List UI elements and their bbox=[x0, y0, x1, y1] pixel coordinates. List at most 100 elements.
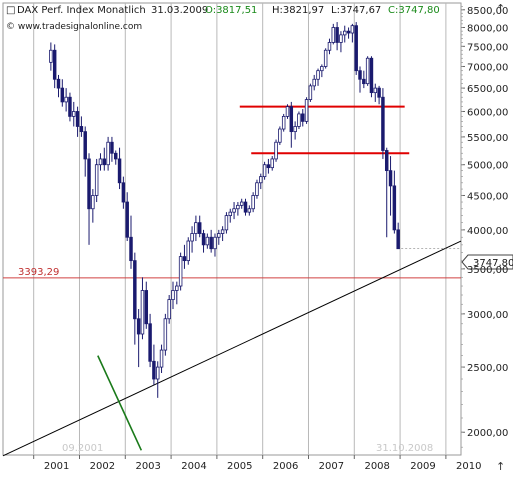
candle bbox=[217, 229, 221, 245]
candle-body bbox=[316, 70, 320, 80]
last-value-tag: 3747,80 bbox=[461, 254, 513, 270]
candle-body bbox=[232, 208, 236, 213]
level-label: 3393,29 bbox=[18, 267, 59, 278]
candle-body bbox=[121, 182, 126, 203]
candle bbox=[293, 121, 297, 140]
scroll-down-arrow-icon[interactable]: ↑ bbox=[496, 460, 505, 473]
candle bbox=[243, 198, 248, 216]
candle-body bbox=[102, 158, 107, 166]
candle-body bbox=[281, 115, 286, 130]
x-tick-label-2003: 2003 bbox=[135, 461, 160, 472]
candle bbox=[301, 109, 305, 127]
candle-body bbox=[163, 318, 168, 351]
candle bbox=[274, 139, 278, 162]
candle-body bbox=[301, 113, 305, 122]
candle bbox=[94, 158, 99, 203]
candle bbox=[87, 153, 91, 245]
y-tick-label-4000,00: 4000,00 bbox=[467, 226, 508, 237]
candle bbox=[49, 42, 53, 71]
candle bbox=[365, 56, 370, 86]
candle bbox=[60, 79, 65, 107]
candle bbox=[171, 281, 175, 310]
candle-body bbox=[182, 256, 187, 262]
x-tick-label-2002: 2002 bbox=[90, 461, 115, 472]
candle-body bbox=[239, 201, 244, 206]
x-tick-label-2001: 2001 bbox=[44, 461, 69, 472]
candle-body bbox=[262, 164, 267, 178]
candle-body bbox=[209, 236, 213, 250]
candle-body bbox=[129, 236, 133, 262]
candle bbox=[152, 344, 156, 386]
candle bbox=[236, 202, 240, 216]
candle-body bbox=[83, 131, 87, 160]
candle bbox=[220, 226, 225, 242]
candle-body bbox=[308, 85, 313, 100]
candle-body bbox=[140, 290, 145, 335]
chart-header: □ DAX Perf. Index Monatlich 31.03.2009 O… bbox=[6, 5, 440, 32]
candle bbox=[304, 97, 309, 124]
candle-body bbox=[289, 106, 294, 133]
x-tick-label-2008: 2008 bbox=[364, 461, 389, 472]
y-tick-label-2000,00: 2000,00 bbox=[467, 428, 508, 439]
candle bbox=[285, 104, 290, 119]
candle bbox=[98, 153, 103, 171]
candle-body bbox=[312, 78, 316, 87]
candle-body bbox=[236, 204, 240, 210]
header-low: L:3747,67 bbox=[331, 5, 381, 16]
candle bbox=[373, 83, 378, 102]
candle-body bbox=[60, 87, 65, 103]
y-tick-label-7000,00: 7000,00 bbox=[467, 62, 508, 73]
candle bbox=[133, 252, 137, 345]
candle-body bbox=[335, 27, 339, 43]
candle-body bbox=[49, 49, 53, 63]
candle-body bbox=[381, 96, 385, 151]
candle bbox=[369, 56, 374, 98]
x-tick-label-2010: 2010 bbox=[456, 461, 481, 472]
grid-layer bbox=[33, 3, 447, 455]
header-source: © www.tradesignalonline.com bbox=[6, 22, 142, 32]
candle bbox=[194, 215, 198, 242]
candle bbox=[155, 361, 160, 398]
candle-body bbox=[186, 240, 190, 262]
candle bbox=[110, 136, 114, 162]
candle-body bbox=[228, 211, 232, 217]
x-tick-label-2007: 2007 bbox=[319, 461, 344, 472]
candle-body bbox=[377, 87, 381, 98]
candle bbox=[343, 25, 347, 43]
candle-body bbox=[136, 318, 141, 335]
candle bbox=[320, 64, 324, 78]
candle bbox=[197, 215, 202, 238]
candle bbox=[75, 106, 80, 137]
candle-body bbox=[320, 66, 324, 72]
candle-body bbox=[167, 299, 171, 320]
candle-body bbox=[266, 164, 271, 169]
plot-frame bbox=[2, 2, 462, 456]
candle-body bbox=[362, 78, 366, 85]
scroll-up-arrow-icon[interactable]: ↑ bbox=[496, 2, 505, 15]
candle bbox=[259, 173, 263, 190]
candle-body bbox=[148, 323, 152, 362]
x-tick-label-2009: 2009 bbox=[410, 461, 435, 472]
candle-body bbox=[56, 78, 61, 89]
candle bbox=[79, 116, 84, 137]
candle bbox=[266, 158, 271, 174]
candle bbox=[278, 126, 282, 145]
candle-body bbox=[125, 201, 129, 238]
candles-layer bbox=[49, 22, 400, 398]
y-tick-label-8000,00: 8000,00 bbox=[467, 23, 508, 34]
candle-body bbox=[110, 141, 114, 154]
candle bbox=[346, 27, 351, 39]
candle bbox=[163, 313, 168, 356]
candle bbox=[205, 233, 210, 249]
candle-body bbox=[152, 360, 156, 380]
candle-body bbox=[52, 49, 57, 80]
x-tick-label-2005: 2005 bbox=[227, 461, 252, 472]
y-axis-labels: 2000,00 2500,00 3000,00 3500,00 4000,00 4500,… bbox=[461, 6, 508, 448]
x-axis-labels: 2001 2002 2003 2004 2005 2006 2007 2008 2009 2010 bbox=[33, 455, 482, 472]
candle-body bbox=[369, 57, 374, 94]
candle bbox=[331, 23, 336, 45]
y-tick-label-2500,00: 2500,00 bbox=[467, 363, 508, 374]
candle-body bbox=[323, 49, 328, 67]
y-tick-label-3000,00: 3000,00 bbox=[467, 310, 508, 321]
